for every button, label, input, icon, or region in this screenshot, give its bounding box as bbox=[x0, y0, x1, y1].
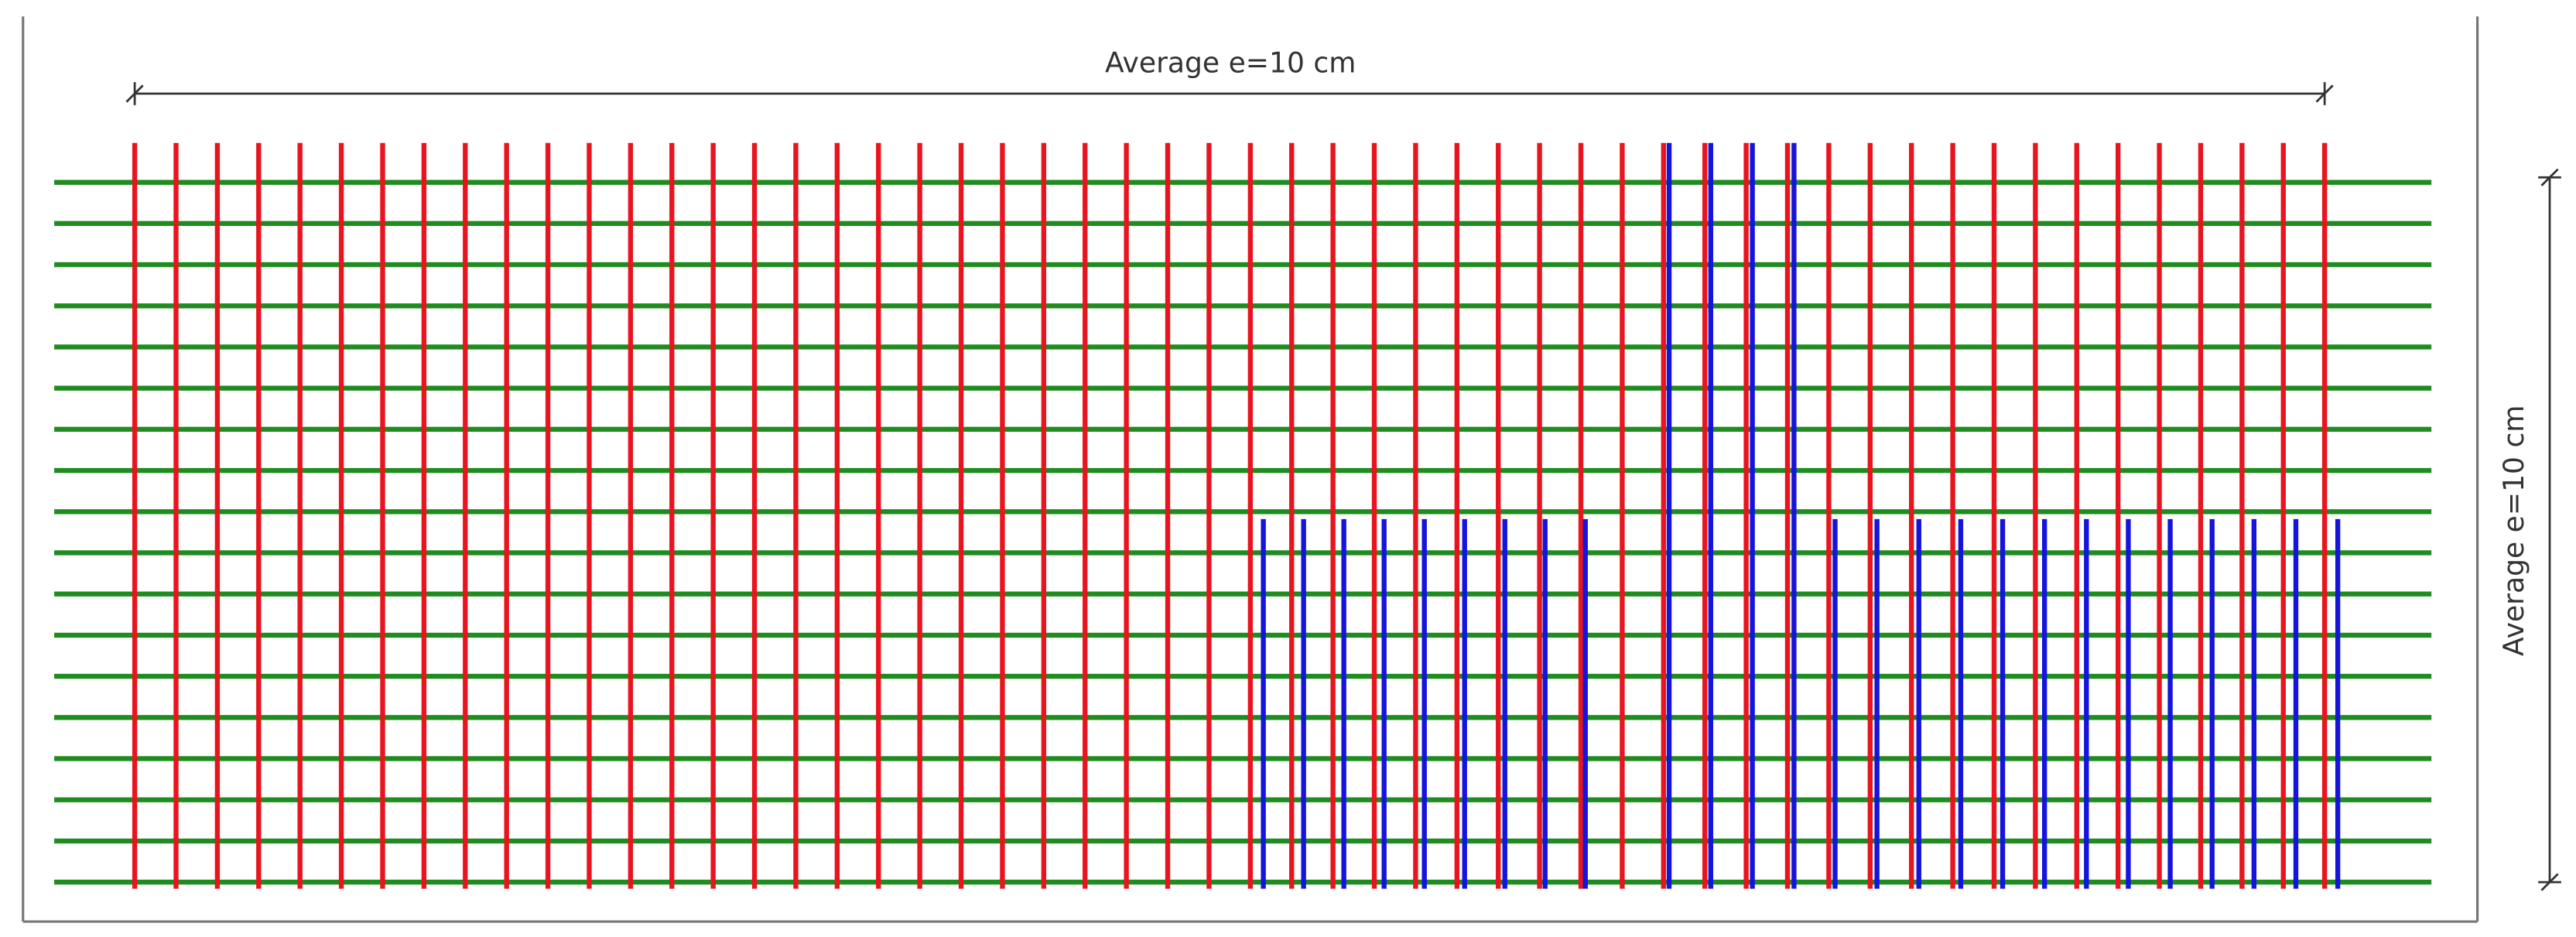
rebar-grid bbox=[54, 142, 2432, 889]
dimension-horizontal bbox=[125, 82, 2334, 105]
dimension-label: Average e=10 cm bbox=[2498, 405, 2530, 656]
frame bbox=[22, 16, 2479, 923]
dimension-vertical bbox=[2538, 168, 2561, 891]
dimension-label: Average e=10 cm bbox=[1105, 46, 1356, 79]
